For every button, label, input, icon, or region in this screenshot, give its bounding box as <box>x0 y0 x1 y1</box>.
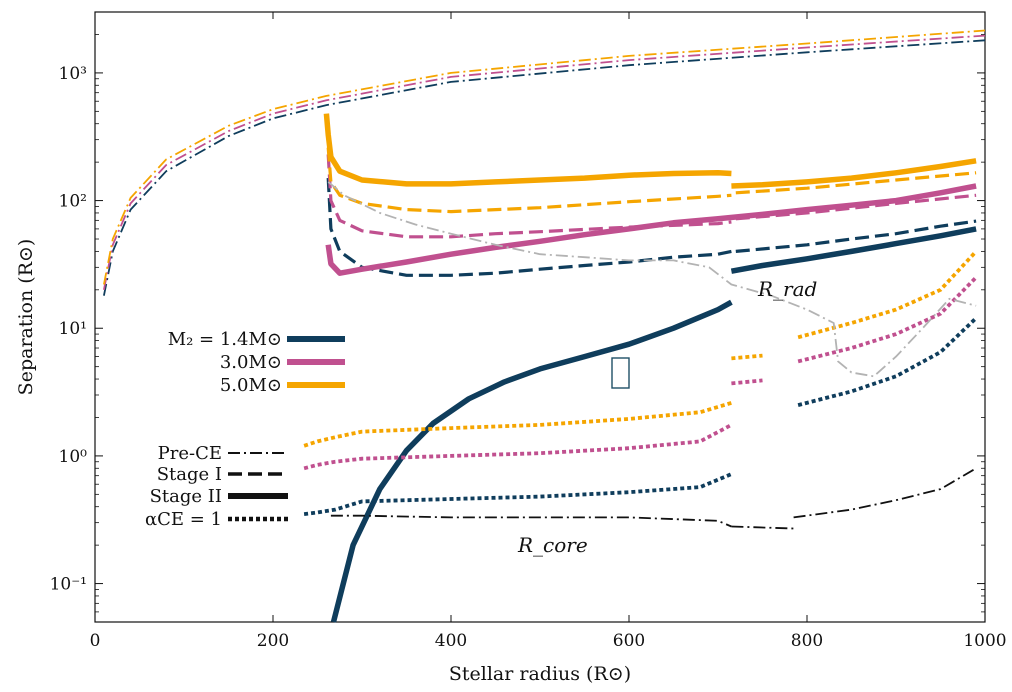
series-line-stage-ii-1-4 <box>330 299 733 623</box>
legend-stage-2-label: Stage I <box>157 464 222 485</box>
series-layer <box>103 29 986 623</box>
series-line-stage-i-1-4b <box>735 219 977 253</box>
legend-mass: M₂ = 1.4M⊙ 3.0M⊙ 5.0M⊙ <box>168 329 345 396</box>
series-line-stage-ii-3-0 <box>325 183 977 276</box>
series-line-stage-i-3-0b <box>735 193 977 221</box>
series-line-pre-ce-5-0 <box>103 29 986 285</box>
series-line-alpha-5-0c <box>797 250 978 340</box>
y-tick-label: 10³ <box>59 64 87 84</box>
x-ticks: 0 200 400 600 800 1000 <box>90 12 1007 651</box>
legend-stage-1-label: Pre-CE <box>158 443 222 464</box>
annotation-r-core: R_core <box>517 533 588 557</box>
series-line-stage-ii-1-4b <box>730 226 977 274</box>
series-line-alpha-5-0b <box>731 353 763 361</box>
legend-stage: Pre-CE Stage I Stage II αCE = 1 <box>145 443 288 530</box>
y-axis-label: Separation (R⊙) <box>15 239 37 396</box>
legend-mass-2-label: 3.0M⊙ <box>220 352 282 373</box>
series-line-pre-ce-3-0 <box>103 34 986 290</box>
series-line-r-core <box>330 514 732 528</box>
legend-stage-4-label: αCE = 1 <box>145 509 222 530</box>
series-line-stage-i-5-0b <box>735 171 977 195</box>
y-tick-label: 10⁰ <box>59 447 88 467</box>
y-ticks: 10⁻¹ 10⁰ 10¹ 10² 10³ <box>50 11 985 623</box>
y-tick-label: 10⁻¹ <box>50 575 87 595</box>
y-tick-label: 10¹ <box>59 319 87 339</box>
series-line-stage-ii-5-0 <box>323 113 732 187</box>
series-line-alpha-3-0c <box>797 276 978 364</box>
y-tick-label: 10² <box>59 192 87 212</box>
series-line-alpha-1-4a <box>303 472 733 516</box>
x-tick-label: 0 <box>90 631 101 651</box>
series-line-alpha-3-0a <box>303 423 733 471</box>
x-tick-label: 800 <box>791 631 823 651</box>
legend-mass-3-label: 5.0M⊙ <box>220 375 282 396</box>
series-line-alpha-3-0b <box>731 378 763 386</box>
series-line-r-rad <box>327 181 977 378</box>
plot-frame <box>94 11 986 623</box>
annotation-r-rad: R_rad <box>757 277 817 301</box>
series-line-r-core-c <box>793 467 977 519</box>
legend-mass-1-label: M₂ = 1.4M⊙ <box>168 329 282 350</box>
x-axis-label: Stellar radius (R⊙) <box>449 663 631 685</box>
x-tick-label: 600 <box>613 631 645 651</box>
series-line-alpha-1-4b <box>797 316 978 407</box>
series-line-r-core-b <box>731 525 794 530</box>
placeholder-glyph-box <box>611 357 630 389</box>
x-tick-label: 400 <box>435 631 467 651</box>
series-line-alpha-5-0a <box>303 401 732 448</box>
x-tick-label: 1000 <box>963 631 1006 651</box>
series-line-stage-ii-5-0b <box>731 158 977 189</box>
series-line-pre-ce-1-4 <box>103 39 986 296</box>
legend-stage-3-label: Stage II <box>150 486 222 507</box>
x-tick-label: 200 <box>257 631 289 651</box>
